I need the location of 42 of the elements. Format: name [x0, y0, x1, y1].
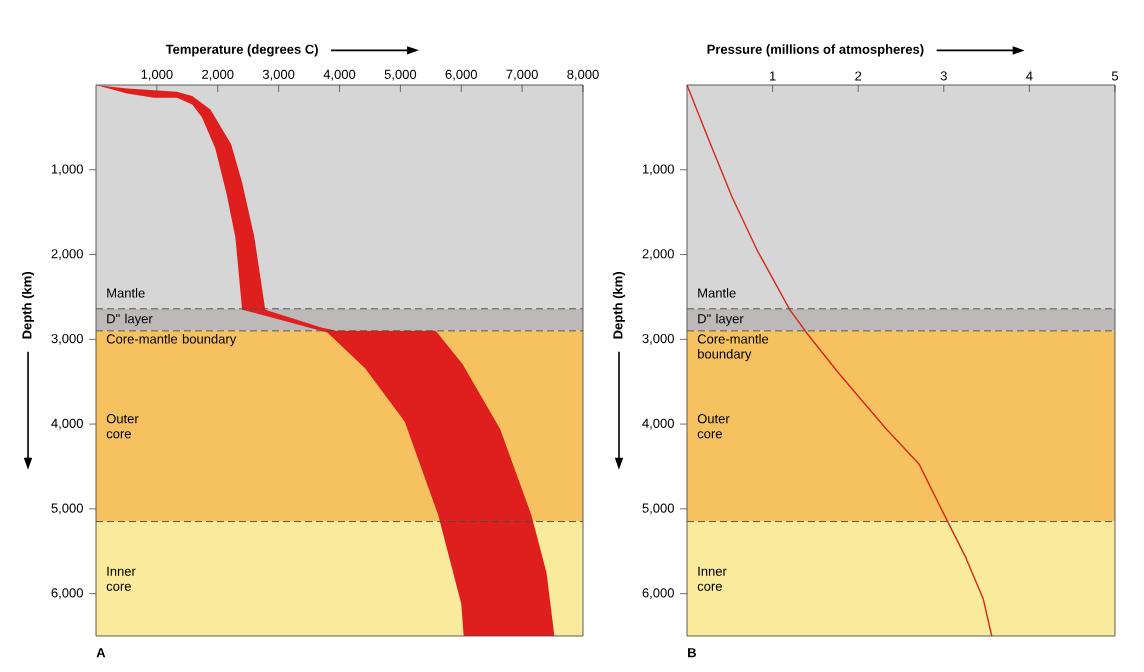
band-label: Inner core [106, 566, 136, 591]
band-label: Outer core [106, 414, 139, 439]
x-tick-label: 5,000 [384, 69, 417, 81]
text: A [96, 648, 106, 658]
x-tick-label: 4 [1026, 71, 1033, 81]
x-tick-label: 1 [769, 71, 776, 81]
x-tick-label: 2,000 [202, 69, 234, 81]
y-tick-label: 1,000 [642, 164, 674, 176]
x-axis-title: Pressure (millions of atmospheres) [707, 44, 924, 57]
y-tick-label: 5,000 [51, 503, 83, 515]
y-tick-label: 5,000 [642, 503, 674, 515]
y-tick-label: 2,000 [51, 249, 83, 260]
band-label: Outer core [697, 414, 730, 439]
y-tick-label: 1,000 [51, 164, 83, 176]
band-label: D" layer [698, 313, 744, 326]
band-label: D" layer [107, 313, 153, 326]
y-tick-label: 6,000 [642, 588, 674, 599]
band-label: Inner core [697, 566, 727, 591]
x-tick-label: 4,000 [323, 69, 356, 81]
x-tick-label: 1,000 [141, 69, 173, 81]
text: B [688, 648, 696, 658]
x-tick-label: 8,000 [567, 69, 599, 81]
line-series [686, 84, 993, 637]
y-axis-title: Depth (km) [21, 272, 35, 339]
ref-line-label: Core-mantle boundary [697, 334, 769, 362]
y-axis-title: Depth (km) [612, 272, 626, 339]
band-label: Mantle [698, 288, 736, 298]
x-tick-label: 3,000 [262, 69, 295, 81]
y-tick-label: 4,000 [642, 418, 674, 430]
y-tick-label: 3,000 [51, 333, 83, 345]
x-tick-label: 7,000 [506, 69, 538, 81]
y-tick-label: 2,000 [642, 249, 674, 260]
y-tick-label: 4,000 [51, 418, 83, 430]
y-tick-label: 3,000 [642, 333, 674, 345]
y-tick-label: 6,000 [51, 588, 83, 599]
band-label: Mantle [107, 288, 145, 298]
x-tick-label: 3 [940, 71, 947, 81]
x-tick-label: 2 [855, 71, 862, 81]
ref-line-label: Core-mantle boundary [106, 334, 237, 347]
x-tick-label: 6,000 [445, 69, 478, 81]
x-axis-title: Temperature (degrees C) [165, 44, 318, 57]
x-tick-label: 5 [1111, 71, 1119, 81]
